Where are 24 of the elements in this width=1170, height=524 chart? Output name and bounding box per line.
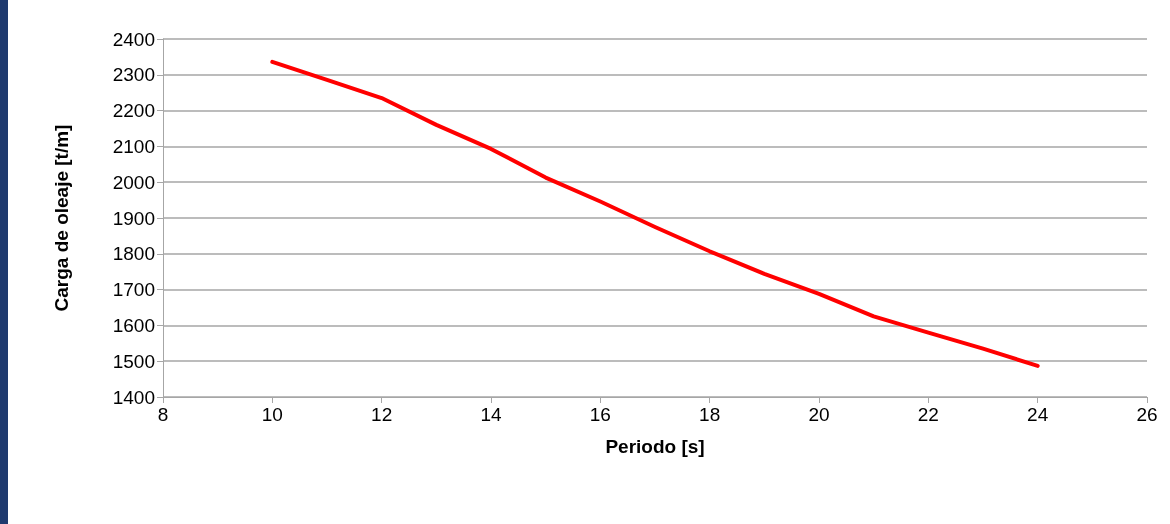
line-series [270, 59, 1040, 368]
x-tick-label: 14 [480, 404, 502, 425]
x-tick-label: 22 [917, 404, 939, 425]
y-tick-label: 2300 [112, 64, 155, 86]
y-tick-label: 2400 [112, 28, 155, 50]
x-tick-label: 16 [589, 404, 611, 425]
x-axis-title: Periodo [s] [605, 436, 705, 457]
x-tick-label: 24 [1027, 404, 1049, 425]
y-tick-label: 2200 [112, 100, 155, 122]
y-tick-label: 2100 [112, 135, 155, 157]
y-tick-label: 2000 [112, 171, 155, 193]
x-tick-label: 10 [261, 404, 283, 425]
y-tick-label: 1900 [112, 207, 155, 229]
y-tick-label: 1400 [112, 386, 155, 408]
y-tick-label: 1600 [112, 314, 155, 336]
y-axis-title: Carga de oleaje [t/m] [51, 124, 72, 312]
x-tick-label: 26 [1136, 404, 1158, 425]
y-tick-label: 1700 [112, 279, 155, 301]
y-tick-label: 1500 [112, 350, 155, 372]
x-tick-label: 12 [371, 404, 393, 425]
y-tick-label: 1800 [112, 243, 155, 265]
x-tick-label: 18 [699, 404, 721, 425]
x-tick-label: 20 [808, 404, 830, 425]
x-tick-label: 8 [157, 404, 169, 425]
